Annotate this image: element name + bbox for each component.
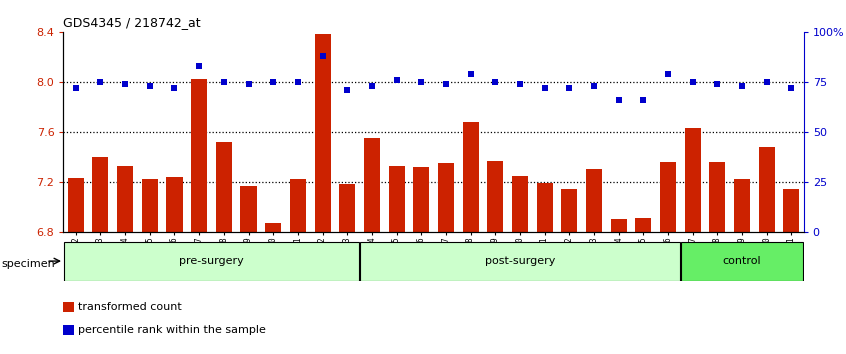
Point — [760, 79, 773, 85]
Bar — [92, 157, 108, 232]
Point — [316, 53, 329, 59]
Bar — [339, 184, 355, 232]
Point — [217, 79, 231, 85]
Point — [538, 85, 552, 91]
Point — [340, 87, 354, 93]
Point — [390, 77, 404, 83]
Point — [612, 97, 625, 103]
Bar — [561, 189, 577, 232]
Bar — [783, 189, 799, 232]
Point — [291, 79, 305, 85]
Bar — [684, 128, 700, 232]
Bar — [586, 169, 602, 232]
Point — [636, 97, 650, 103]
Point — [784, 85, 798, 91]
Point — [118, 81, 132, 87]
Point — [735, 83, 749, 89]
Bar — [265, 223, 281, 232]
Point — [464, 71, 477, 77]
Point — [168, 85, 181, 91]
Bar — [463, 122, 479, 232]
Bar — [142, 179, 158, 232]
Point — [587, 83, 601, 89]
Bar — [216, 142, 232, 232]
Bar — [512, 176, 528, 232]
Bar — [438, 163, 454, 232]
Text: specimen: specimen — [2, 259, 56, 269]
Bar — [315, 34, 331, 232]
Bar — [117, 166, 133, 232]
Point — [488, 79, 502, 85]
Point — [514, 81, 527, 87]
Bar — [290, 179, 306, 232]
Bar — [68, 178, 84, 232]
Text: post-surgery: post-surgery — [485, 256, 555, 266]
Bar — [167, 177, 183, 232]
Bar — [413, 167, 429, 232]
Bar — [64, 241, 359, 281]
Bar — [660, 162, 676, 232]
Bar — [240, 185, 256, 232]
Point — [686, 79, 700, 85]
Bar — [681, 241, 803, 281]
Bar — [734, 179, 750, 232]
Point — [662, 71, 675, 77]
Point — [563, 85, 576, 91]
Bar — [759, 147, 775, 232]
Bar — [487, 161, 503, 232]
Point — [711, 81, 724, 87]
Bar — [364, 138, 380, 232]
Text: GDS4345 / 218742_at: GDS4345 / 218742_at — [63, 16, 201, 29]
Point — [266, 79, 280, 85]
Text: percentile rank within the sample: percentile rank within the sample — [78, 325, 266, 335]
Text: pre-surgery: pre-surgery — [179, 256, 244, 266]
Bar — [360, 241, 680, 281]
Bar — [191, 79, 207, 232]
Point — [192, 63, 206, 69]
Bar — [709, 162, 725, 232]
Point — [94, 79, 107, 85]
Text: control: control — [722, 256, 761, 266]
Text: transformed count: transformed count — [78, 302, 182, 312]
Point — [143, 83, 157, 89]
Bar — [611, 219, 627, 232]
Point — [242, 81, 255, 87]
Bar — [635, 218, 651, 232]
Point — [439, 81, 453, 87]
Bar — [536, 183, 552, 232]
Point — [415, 79, 428, 85]
Bar — [388, 166, 404, 232]
Point — [365, 83, 379, 89]
Point — [69, 85, 83, 91]
